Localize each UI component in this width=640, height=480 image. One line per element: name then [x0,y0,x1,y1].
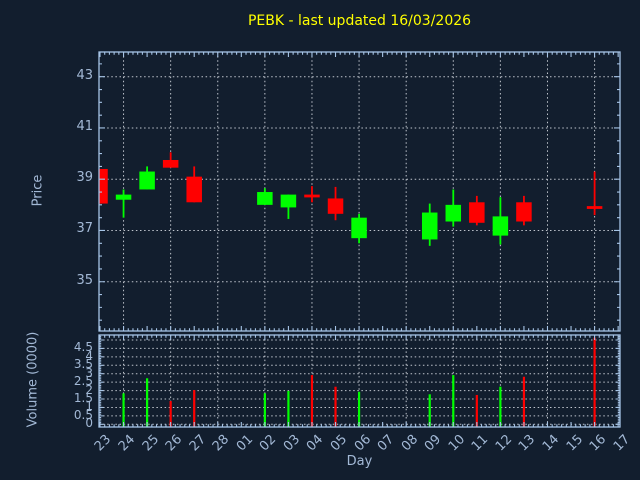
volume-ytick-label: 0 [85,416,93,431]
candle-body [186,176,202,203]
price-axis-label: Price [30,174,46,207]
candle-12 [492,197,509,245]
volume-ytick-label: 4 [85,348,93,363]
volume-ytick-label: 1 [85,399,93,414]
x-axis-label: Day [346,454,373,469]
candle-24 [115,189,132,218]
candle-body [351,217,367,239]
chart-title: PEBK - last updated 16/03/2026 [247,13,472,29]
volume-ytick-label: 3 [85,365,93,380]
candle-23 [99,168,108,204]
candle-body [327,198,344,214]
candle-body [115,194,132,200]
volume-ytick-label: 4.5 [73,340,93,355]
volume-ytick-label: 2 [85,382,93,397]
candle-27 [186,166,202,203]
candle-body [492,216,509,236]
candle-body [586,206,603,209]
candle-02 [257,188,273,205]
candle-body [516,202,532,222]
volume-ytick-label: 0.5 [73,407,93,422]
volume-ytick-label: 3.5 [73,357,93,372]
candle-body [421,212,438,240]
candle-05 [327,186,344,221]
candle-body [162,159,179,168]
candle-26 [162,152,179,168]
price-ytick-label: 37 [76,221,93,237]
candle-09 [421,203,438,246]
price-ytick-label: 35 [76,272,93,288]
price-ytick-label: 43 [76,67,93,83]
candle-25 [139,166,155,190]
price-ytick-label: 41 [76,118,93,134]
candle-16 [586,171,603,216]
price-ytick-label: 39 [76,170,93,186]
candle-body [469,202,485,223]
candle-body [445,204,462,222]
candle-03 [280,194,297,219]
candle-11 [469,195,485,226]
candle-body [257,192,273,205]
candle-body [280,194,297,208]
candle-body [139,171,155,190]
candle-06 [351,213,367,244]
volume-ytick-label: 2.5 [73,374,93,389]
candle-10 [445,189,462,227]
axis-ticks [99,52,620,427]
candle-body [304,194,320,198]
volume-ytick-label: 1.5 [73,391,93,405]
candle-04 [304,186,320,203]
candle-body [99,168,108,204]
candle-13 [516,195,532,226]
